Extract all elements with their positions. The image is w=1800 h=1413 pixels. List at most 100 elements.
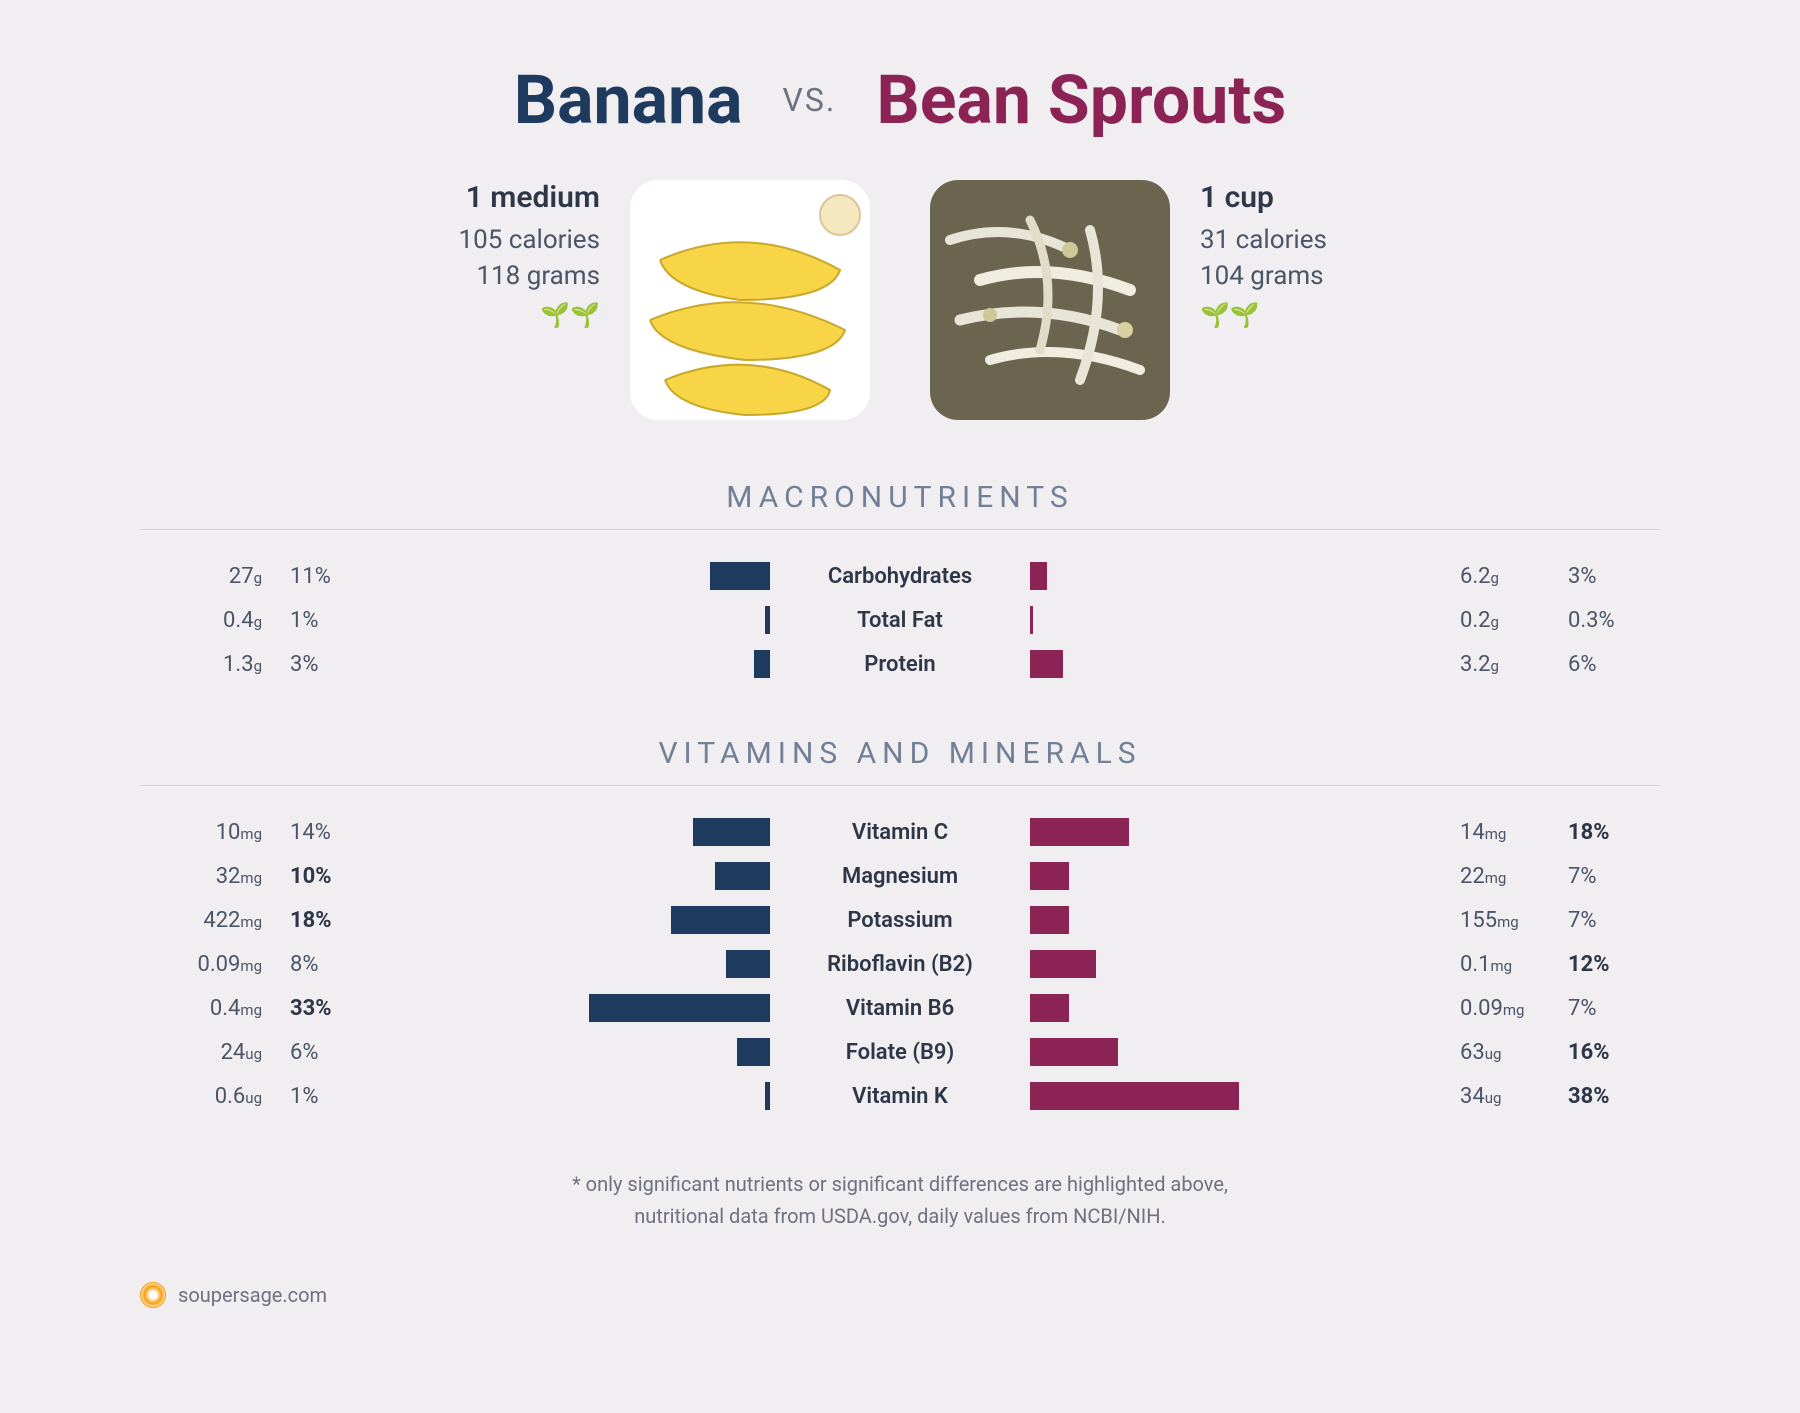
- value-group-right: 22mg 7%: [1460, 864, 1660, 889]
- percent-right: 7%: [1568, 864, 1618, 889]
- summary-info-left: 1 medium 105 calories 118 grams 🌱🌱: [400, 180, 600, 329]
- bar-right-wrap: [1030, 818, 1460, 846]
- plant-icons-right: 🌱🌱: [1200, 301, 1400, 329]
- percent-right: 38%: [1568, 1084, 1618, 1109]
- bar-right: [1030, 1038, 1118, 1066]
- amount-right: 0.2g: [1460, 608, 1540, 633]
- amount-right: 6.2g: [1460, 564, 1540, 589]
- food-image-right: [930, 180, 1170, 420]
- percent-left: 6%: [290, 1040, 340, 1065]
- nutrient-label: Vitamin C: [770, 820, 1030, 845]
- food-image-left: [630, 180, 870, 420]
- bar-area: Vitamin C: [340, 818, 1460, 846]
- amount-left: 422mg: [182, 908, 262, 933]
- value-group-left: 422mg 18%: [140, 908, 340, 933]
- bar-right: [1030, 818, 1129, 846]
- value-group-left: 1.3g 3%: [140, 652, 340, 677]
- amount-left: 32mg: [182, 864, 262, 889]
- percent-left: 18%: [290, 908, 340, 933]
- bar-left-wrap: [340, 562, 770, 590]
- food-title-right: Bean Sprouts: [876, 60, 1286, 140]
- percent-left: 33%: [290, 996, 340, 1021]
- vitamins-section: VITAMINS AND MINERALS 10mg14%Vitamin C14…: [140, 736, 1660, 1118]
- amount-right: 14mg: [1460, 820, 1540, 845]
- value-group-left: 24ug6%: [140, 1040, 340, 1065]
- bar-right: [1030, 650, 1063, 678]
- serving-left: 1 medium: [400, 180, 600, 215]
- value-group-left: 0.4g1%: [140, 608, 340, 633]
- value-group-right: 0.09mg7%: [1460, 996, 1660, 1021]
- nutrient-label: Carbohydrates: [770, 564, 1030, 589]
- summary-info-right: 1 cup 31 calories 104 grams 🌱🌱: [1200, 180, 1400, 329]
- value-group-left: 27g11%: [140, 564, 340, 589]
- nutrient-label: Magnesium: [770, 864, 1030, 889]
- bar-left: [754, 650, 771, 678]
- summary-left: 1 medium 105 calories 118 grams 🌱🌱: [400, 180, 870, 420]
- amount-right: 0.1mg: [1460, 952, 1540, 977]
- bar-left: [589, 994, 771, 1022]
- grams-left: 118 grams: [400, 261, 600, 291]
- site-name: soupersage.com: [178, 1283, 327, 1307]
- amount-right: 155mg: [1460, 908, 1540, 933]
- bar-area: Vitamin K: [340, 1082, 1460, 1110]
- plant-icons-left: 🌱🌱: [400, 301, 600, 329]
- bar-area: Magnesium: [340, 862, 1460, 890]
- value-group-right: 63ug16%: [1460, 1040, 1660, 1065]
- percent-right: 12%: [1568, 952, 1618, 977]
- amount-left: 1.3g: [182, 652, 262, 677]
- nutrient-row: 10mg14%Vitamin C14mg18%: [140, 810, 1660, 854]
- amount-left: 0.4mg: [182, 996, 262, 1021]
- bar-left: [693, 818, 770, 846]
- divider: [140, 785, 1660, 786]
- percent-right: 7%: [1568, 908, 1618, 933]
- macros-section: MACRONUTRIENTS 27g11%Carbohydrates6.2g3%…: [140, 480, 1660, 686]
- value-group-right: 6.2g3%: [1460, 564, 1660, 589]
- footer: soupersage.com: [140, 1282, 1660, 1308]
- nutrient-row: 0.4g1%Total Fat0.2g0.3%: [140, 598, 1660, 642]
- calories-left: 105 calories: [400, 225, 600, 255]
- nutrient-label: Potassium: [770, 908, 1030, 933]
- nutrient-label: Vitamin K: [770, 1084, 1030, 1109]
- food-title-left: Banana: [514, 60, 743, 140]
- value-group-right: 155mg 7%: [1460, 908, 1660, 933]
- logo-icon: [140, 1282, 166, 1308]
- percent-left: 14%: [290, 820, 340, 845]
- nutrient-label: Vitamin B6: [770, 996, 1030, 1021]
- percent-right: 16%: [1568, 1040, 1618, 1065]
- footnote-line2: nutritional data from USDA.gov, daily va…: [140, 1200, 1660, 1232]
- nutrient-row: 0.6ug1%Vitamin K34ug38%: [140, 1074, 1660, 1118]
- bar-right: [1030, 950, 1096, 978]
- bar-right-wrap: [1030, 862, 1460, 890]
- footnote: * only significant nutrients or signific…: [140, 1168, 1660, 1232]
- bar-right: [1030, 606, 1033, 634]
- nutrient-label: Protein: [770, 652, 1030, 677]
- percent-left: 1%: [290, 608, 340, 633]
- bar-area: Carbohydrates: [340, 562, 1460, 590]
- nutrient-row: 0.4mg 33% Vitamin B6 0.09mg7%: [140, 986, 1660, 1030]
- bar-left: [671, 906, 770, 934]
- nutrient-row: 1.3g 3% Protein 3.2g6%: [140, 642, 1660, 686]
- calories-right: 31 calories: [1200, 225, 1400, 255]
- bar-left: [710, 562, 771, 590]
- summary-right: 1 cup 31 calories 104 grams 🌱🌱: [930, 180, 1400, 420]
- amount-right: 34ug: [1460, 1084, 1540, 1109]
- amount-right: 22mg: [1460, 864, 1540, 889]
- bar-left-wrap: [340, 906, 770, 934]
- bar-right-wrap: [1030, 650, 1460, 678]
- value-group-right: 34ug 38%: [1460, 1084, 1660, 1109]
- amount-left: 0.6ug: [182, 1084, 262, 1109]
- bar-left: [737, 1038, 770, 1066]
- amount-right: 3.2g: [1460, 652, 1540, 677]
- bar-left-wrap: [340, 818, 770, 846]
- amount-right: 0.09mg: [1460, 996, 1540, 1021]
- value-group-right: 3.2g6%: [1460, 652, 1660, 677]
- bar-right-wrap: [1030, 950, 1460, 978]
- amount-left: 10mg: [182, 820, 262, 845]
- value-group-left: 32mg10%: [140, 864, 340, 889]
- header: Banana VS. Bean Sprouts: [140, 60, 1660, 140]
- bar-area: Total Fat: [340, 606, 1460, 634]
- summary-row: 1 medium 105 calories 118 grams 🌱🌱 1 cup…: [140, 180, 1660, 420]
- bar-area: Potassium: [340, 906, 1460, 934]
- bar-left-wrap: [340, 1082, 770, 1110]
- percent-left: 3%: [290, 652, 340, 677]
